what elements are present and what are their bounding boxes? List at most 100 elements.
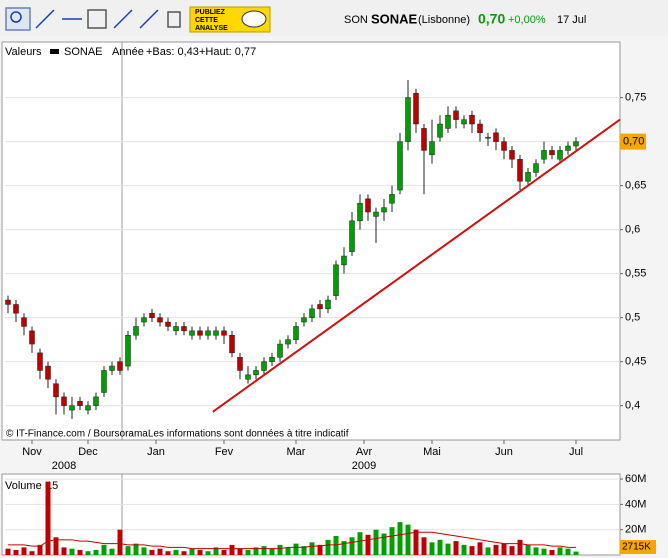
volume-bar — [413, 529, 419, 555]
header-market: (Lisbonne) — [418, 14, 470, 26]
volume-bar — [69, 548, 75, 555]
x-tick-label: Dec — [78, 446, 98, 458]
volume-bar — [157, 548, 163, 555]
x-tick-label: Nov — [22, 446, 42, 458]
candle-body — [61, 396, 67, 406]
volume-bar — [341, 541, 347, 555]
candle-body — [301, 317, 307, 323]
toolbar — [0, 0, 668, 36]
candle-body — [5, 299, 11, 305]
candle-body — [45, 365, 51, 380]
ad-icon — [241, 10, 267, 28]
candle-body — [341, 255, 347, 266]
volume-bar — [349, 537, 355, 555]
x-tick-label: Mai — [423, 446, 441, 458]
volume-bar — [477, 542, 483, 555]
candle-body — [389, 194, 395, 204]
candle-body — [69, 405, 75, 411]
volume-bar — [517, 539, 523, 555]
candle-body — [181, 326, 187, 332]
ad-text: ANALYSE — [195, 25, 228, 32]
ad-text: CETTE — [195, 17, 218, 24]
candle-body — [37, 352, 43, 371]
candle-body — [429, 141, 435, 156]
volume-bar — [565, 548, 571, 555]
volume-bar — [437, 539, 443, 555]
volume-bar — [509, 546, 515, 555]
legend-swatch — [50, 49, 59, 54]
y-tick-label: 40M — [625, 498, 646, 510]
legend-high: +Haut: 0,77 — [199, 46, 256, 58]
candle-body — [357, 202, 363, 222]
volume-bar — [397, 522, 403, 555]
chart-tool[interactable] — [87, 9, 107, 29]
volume-bar — [13, 549, 19, 555]
header-date: 17 Jul — [557, 14, 586, 26]
candle-body — [13, 304, 19, 314]
legend-period: Année — [112, 46, 144, 58]
volume-bar — [389, 527, 395, 555]
candle-body — [245, 374, 251, 380]
candle-body — [133, 326, 139, 336]
volume-bar — [61, 547, 67, 555]
candle-body — [237, 357, 243, 371]
candle-body — [261, 361, 267, 371]
volume-title: Volume — [5, 480, 42, 492]
trend-line — [212, 118, 621, 413]
candle-body — [349, 220, 355, 252]
candle-body — [373, 211, 379, 217]
candle-body — [173, 326, 179, 332]
volume-bar — [181, 551, 187, 555]
candle-body — [85, 405, 91, 411]
volume-bar — [541, 548, 547, 555]
volume-bar — [45, 481, 51, 555]
year-label: 2009 — [352, 460, 376, 472]
candle-body — [533, 163, 539, 173]
volume-bar — [53, 537, 59, 555]
volume-bar — [93, 549, 99, 555]
volume-bar — [357, 532, 363, 555]
volume-bar — [253, 547, 259, 555]
x-tick-label: Jul — [569, 446, 583, 458]
candle-body — [477, 123, 483, 134]
volume-bar — [221, 549, 227, 555]
candle-body — [293, 326, 299, 340]
candle-body — [501, 141, 507, 151]
volume-bar — [325, 539, 331, 555]
candle-body — [29, 330, 35, 345]
candle-body — [437, 123, 443, 138]
candle-body — [109, 365, 115, 371]
volume-bar — [245, 549, 251, 555]
candle-body — [469, 114, 475, 125]
delete-tool[interactable] — [167, 11, 181, 28]
candle-body — [509, 150, 515, 160]
last-volume-label: 2715K — [622, 542, 651, 553]
volume-bar — [277, 544, 283, 555]
header-name: SONAE — [371, 11, 418, 26]
line-tool[interactable] — [35, 9, 55, 29]
x-tick-label: Fev — [215, 446, 234, 458]
volume-bar — [5, 548, 11, 555]
candle-body — [93, 396, 99, 406]
candle-body — [285, 339, 291, 345]
volume-bar — [77, 549, 83, 555]
volume-bar — [117, 529, 123, 555]
volume-bar — [197, 549, 203, 555]
volume-bar — [573, 551, 579, 555]
x-tick-label: Jun — [495, 446, 513, 458]
channel-tool[interactable] — [113, 9, 133, 29]
candle-body — [365, 198, 371, 213]
zoom-tool[interactable] — [5, 7, 31, 31]
volume-bar — [301, 546, 307, 555]
header-price: 0,70 — [478, 11, 505, 27]
last-price-label: 0,70 — [623, 136, 644, 148]
volume-bar — [189, 548, 195, 555]
volume-bar — [373, 529, 379, 555]
candle-body — [397, 141, 403, 191]
candle-body — [221, 330, 227, 336]
candle-body — [485, 136, 491, 139]
volume-bar — [365, 534, 371, 555]
fan-tool[interactable] — [139, 9, 159, 29]
volume-bar — [29, 551, 35, 555]
